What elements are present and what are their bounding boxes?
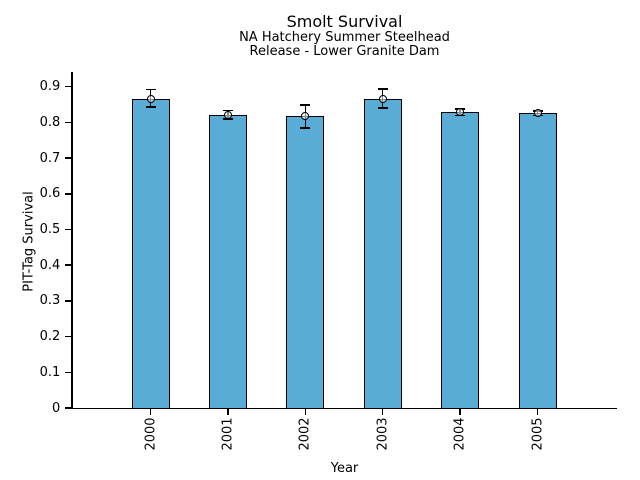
y-axis-tick-label: 0.1 xyxy=(39,364,61,380)
x-axis-tick xyxy=(149,409,152,415)
y-axis-tick xyxy=(65,407,72,409)
x-axis-label: Year xyxy=(330,461,359,476)
bar xyxy=(131,98,170,409)
x-axis-tick xyxy=(381,409,384,415)
bar xyxy=(363,98,402,409)
y-axis-tick xyxy=(65,264,72,266)
error-bar-cap-bottom xyxy=(300,127,311,129)
bar xyxy=(286,115,325,409)
y-axis-tick-label: 0.7 xyxy=(39,150,61,166)
error-marker-circle xyxy=(301,111,310,120)
x-axis-tick-label: 2004 xyxy=(452,417,468,451)
chart-subtitle-1: NA Hatchery Summer Steelhead xyxy=(239,30,450,45)
y-axis-tick xyxy=(65,335,72,338)
x-axis-line xyxy=(71,407,617,409)
y-axis-tick-label: 0 xyxy=(51,400,61,416)
error-marker-circle xyxy=(223,110,232,119)
y-axis-tick-label: 0.9 xyxy=(39,79,61,95)
x-axis-tick-label: 2001 xyxy=(220,417,236,451)
error-bar-cap-top xyxy=(145,88,156,91)
y-axis-tick-label: 0.2 xyxy=(39,329,61,345)
bar xyxy=(208,114,247,409)
x-axis-tick xyxy=(227,409,229,415)
y-axis-tick-label: 0.8 xyxy=(39,114,61,130)
y-axis-tick xyxy=(65,228,72,231)
y-axis-tick xyxy=(65,121,72,124)
y-axis-tick-label: 0.5 xyxy=(39,222,61,237)
x-axis-tick xyxy=(304,409,307,415)
x-axis-tick-label: 2003 xyxy=(375,417,391,451)
chart-title: Smolt Survival xyxy=(286,12,403,31)
error-bar-cap-bottom xyxy=(145,106,156,108)
y-axis-tick-label: 0.6 xyxy=(39,186,61,202)
x-axis-tick-label: 2000 xyxy=(143,417,158,451)
error-bar-cap-top xyxy=(222,109,233,111)
error-marker-circle xyxy=(533,109,542,118)
error-marker-circle xyxy=(146,94,155,103)
y-axis-tick xyxy=(65,193,72,195)
x-axis-tick-label: 2005 xyxy=(530,417,545,451)
x-axis-tick-label: 2002 xyxy=(297,417,313,451)
y-axis-tick-label: 0.3 xyxy=(39,293,61,309)
y-axis-tick xyxy=(65,371,72,374)
y-axis-tick xyxy=(65,157,72,159)
error-bar-cap-bottom xyxy=(222,118,233,120)
x-axis-tick xyxy=(459,409,461,415)
error-marker-circle xyxy=(378,94,387,103)
error-marker-circle xyxy=(456,108,465,117)
error-bar-cap-top xyxy=(300,104,311,106)
bar xyxy=(518,113,557,409)
y-axis-tick xyxy=(65,300,72,302)
chart-subtitle-2: Release - Lower Granite Dam xyxy=(249,44,440,59)
error-bar-cap-top xyxy=(377,88,388,90)
y-axis-label: PIT-Tag Survival xyxy=(21,191,37,292)
error-bar-cap-bottom xyxy=(377,107,388,109)
y-axis-line xyxy=(71,72,73,409)
y-axis-tick-label: 0.4 xyxy=(39,257,61,273)
y-axis-tick xyxy=(65,85,72,88)
x-axis-tick xyxy=(536,409,539,415)
bar xyxy=(441,112,480,409)
